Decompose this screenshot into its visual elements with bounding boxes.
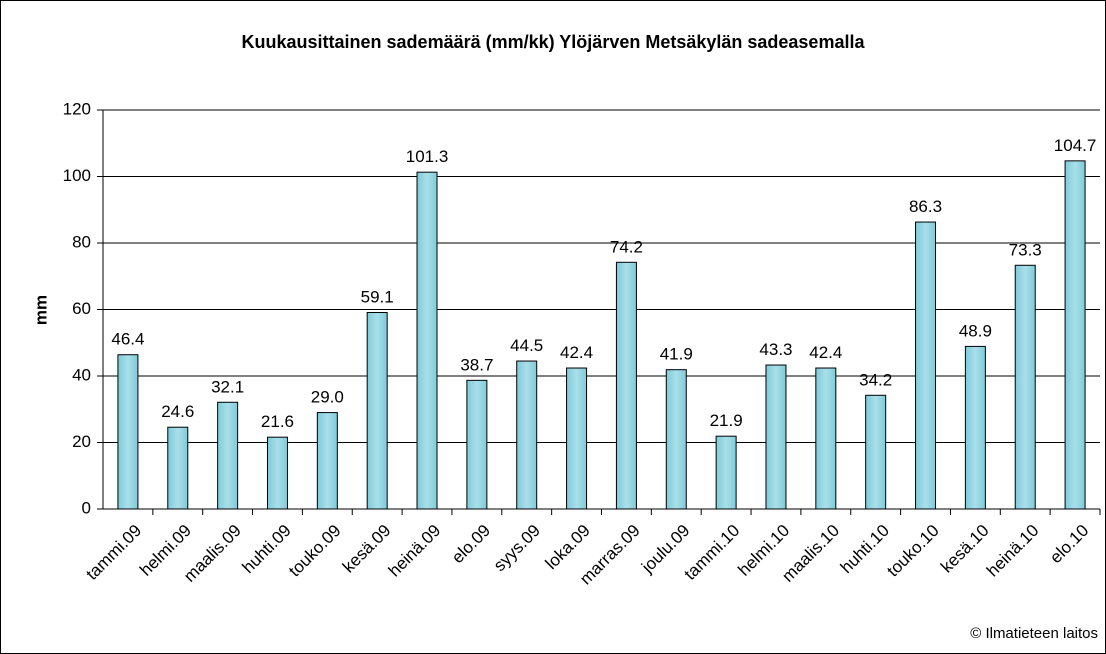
source-note: © Ilmatieteen laitos — [970, 625, 1098, 642]
bar — [615, 261, 637, 510]
value-label: 38.7 — [460, 355, 493, 374]
bar — [765, 364, 787, 510]
y-tick-label: 40 — [72, 365, 91, 384]
chart-title: Kuukausittainen sademäärä (mm/kk) Ylöjär… — [241, 32, 865, 52]
value-label: 32.1 — [211, 377, 244, 396]
value-label: 73.3 — [1009, 240, 1042, 259]
y-tick-label: 60 — [72, 299, 91, 318]
value-label: 42.4 — [560, 343, 593, 362]
bar — [964, 345, 986, 510]
y-tick-label: 120 — [63, 99, 91, 118]
y-axis-label: mm — [31, 295, 50, 325]
value-label: 29.0 — [311, 388, 344, 407]
bar — [167, 426, 189, 510]
bar — [217, 401, 239, 510]
bar — [715, 435, 737, 510]
value-label: 44.5 — [510, 336, 543, 355]
value-label: 34.2 — [859, 370, 892, 389]
y-tick-label: 0 — [82, 498, 91, 517]
value-label: 48.9 — [959, 321, 992, 340]
bar — [915, 221, 937, 510]
bar — [416, 171, 438, 510]
value-label: 46.4 — [111, 330, 144, 349]
value-label: 41.9 — [660, 345, 693, 364]
value-label: 74.2 — [610, 237, 643, 256]
bar — [117, 354, 139, 510]
value-label: 43.3 — [759, 340, 792, 359]
value-label: 42.4 — [809, 343, 842, 362]
bar — [566, 367, 588, 510]
value-label: 101.3 — [406, 147, 449, 166]
value-label: 24.6 — [161, 402, 194, 421]
bar — [1064, 160, 1086, 510]
value-label: 21.9 — [710, 411, 743, 430]
value-label: 21.6 — [261, 412, 294, 431]
y-tick-label: 100 — [63, 166, 91, 185]
y-tick-label: 20 — [72, 432, 91, 451]
bar — [865, 394, 887, 510]
y-tick-label: 80 — [72, 232, 91, 251]
bar — [516, 360, 538, 510]
bar — [466, 379, 488, 510]
bar — [366, 311, 388, 510]
value-label: 104.7 — [1054, 136, 1097, 155]
value-label: 59.1 — [361, 287, 394, 306]
bar — [665, 369, 687, 510]
bar — [1014, 264, 1036, 510]
bar — [316, 412, 338, 510]
bar — [266, 436, 288, 510]
bar — [815, 367, 837, 510]
value-label: 86.3 — [909, 197, 942, 216]
